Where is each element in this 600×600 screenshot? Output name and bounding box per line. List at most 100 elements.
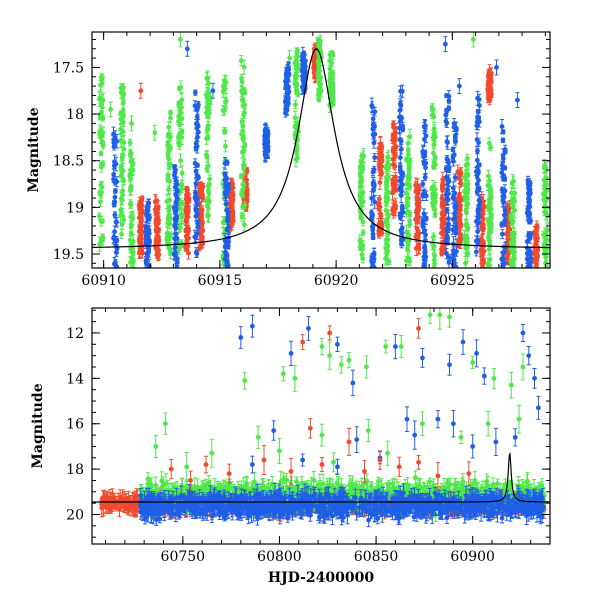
red-data-point <box>415 232 421 238</box>
red-data-point <box>183 215 189 225</box>
blue-outlier-point <box>184 40 190 57</box>
green-data-point <box>364 355 369 379</box>
red-data-point <box>139 202 144 218</box>
green-data-point <box>404 199 410 205</box>
green-data-point <box>179 128 185 135</box>
green-data-point <box>427 308 433 324</box>
blue-data-point <box>288 340 294 367</box>
blue-data-point <box>372 269 377 274</box>
green-data-point <box>184 451 190 482</box>
blue-data-point <box>412 420 418 450</box>
green-data-point <box>292 80 298 87</box>
blue-data-point <box>451 194 457 201</box>
red-data-point <box>414 195 420 205</box>
blue-data-point <box>271 420 277 441</box>
blue-data-point <box>512 428 518 447</box>
red-data-point <box>346 427 352 456</box>
red-data-point <box>139 229 144 238</box>
red-data-point <box>413 240 419 257</box>
x-tick-label: 60850 <box>354 549 399 565</box>
green-data-point <box>166 162 172 169</box>
green-data-point <box>330 51 336 57</box>
red-data-point <box>442 197 448 205</box>
x-tick-label: 60900 <box>450 549 495 565</box>
green-outlier-point <box>108 101 113 118</box>
green-data-point <box>385 196 391 202</box>
blue-data-point <box>500 129 506 135</box>
green-data-point <box>241 87 247 93</box>
red-data-point <box>456 172 462 184</box>
green-outlier-point <box>177 32 183 48</box>
red-data-point <box>533 260 539 266</box>
red-data-point <box>200 194 206 202</box>
red-data-point <box>416 211 422 224</box>
blue-data-point <box>536 395 541 420</box>
blue-data-point <box>475 147 480 155</box>
red-data-point <box>478 269 483 274</box>
red-data-point <box>390 132 396 139</box>
red-data-point <box>376 202 382 215</box>
blue-data-point <box>193 146 199 152</box>
blue-data-point <box>225 240 231 246</box>
green-data-point <box>153 434 159 458</box>
red-outlier-point <box>138 82 144 99</box>
green-data-point <box>407 221 413 228</box>
green-data-point <box>319 337 325 356</box>
green-data-point <box>327 341 333 370</box>
green-data-point <box>223 140 228 153</box>
red-data-point <box>377 450 383 470</box>
green-data-point <box>338 355 344 374</box>
blue-data-point <box>493 427 499 456</box>
blue-data-point <box>222 171 228 177</box>
red-data-point <box>440 184 446 193</box>
bottom-panel-data <box>92 308 550 528</box>
blue-data-point <box>499 229 505 240</box>
x-tick-label: 60915 <box>198 273 243 289</box>
red-data-point <box>186 246 191 260</box>
green-data-point <box>119 228 124 240</box>
green-data-point <box>127 138 133 147</box>
green-data-point <box>447 308 452 328</box>
x-tick-label: 60910 <box>81 273 126 289</box>
x-tick-label: 60920 <box>314 273 359 289</box>
blue-data-point <box>192 89 198 96</box>
blue-data-point <box>481 367 487 385</box>
green-data-point <box>544 267 549 268</box>
red-data-point <box>183 193 189 205</box>
red-data-point <box>153 195 159 208</box>
red-data-point <box>458 167 464 177</box>
blue-data-point <box>306 316 311 341</box>
y-tick-label: 19.5 <box>53 247 84 263</box>
blue-data-point <box>452 138 458 144</box>
blue-data-point <box>452 173 458 182</box>
green-data-point <box>242 371 248 390</box>
green-data-point <box>485 411 491 437</box>
red-data-point <box>183 206 188 215</box>
green-data-point <box>255 425 261 450</box>
green-data-point <box>207 174 213 184</box>
red-data-point <box>378 141 384 154</box>
red-data-point <box>198 234 204 243</box>
red-data-point <box>391 177 397 188</box>
blue-outlier-point <box>515 92 520 109</box>
green-outlier-point <box>470 32 476 48</box>
green-data-point <box>520 353 526 381</box>
green-data-point <box>239 190 244 197</box>
blue-data-point <box>350 369 356 397</box>
green-data-point <box>316 64 322 71</box>
blue-data-point <box>447 353 452 376</box>
green-data-point <box>510 266 515 268</box>
green-data-point <box>178 153 184 168</box>
red-data-point <box>440 221 446 236</box>
red-data-point <box>300 334 306 350</box>
red-data-point <box>435 462 441 490</box>
blue-data-point <box>196 174 201 180</box>
blue-data-point <box>526 345 532 366</box>
top-panel-ylabel: Magnitude <box>26 107 42 192</box>
red-data-point <box>479 267 484 268</box>
red-data-point <box>137 222 143 231</box>
blue-data-point <box>526 231 532 237</box>
blue-data-point <box>300 453 306 467</box>
